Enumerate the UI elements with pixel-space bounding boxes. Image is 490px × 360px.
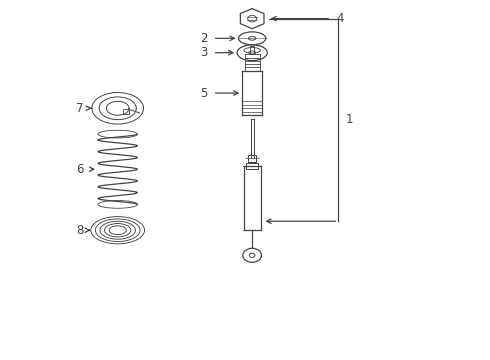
Bar [123, 109, 129, 114]
Text: 5: 5 [200, 86, 207, 99]
Bar [246, 163, 258, 168]
Text: 2: 2 [200, 32, 207, 45]
Text: 4: 4 [337, 12, 344, 25]
Text: 8: 8 [76, 224, 84, 237]
Text: 3: 3 [200, 46, 207, 59]
Bar [248, 155, 256, 162]
Text: 7: 7 [76, 102, 84, 115]
Text: 6: 6 [76, 163, 84, 176]
Bar [250, 45, 254, 54]
Text: 1: 1 [345, 113, 353, 126]
